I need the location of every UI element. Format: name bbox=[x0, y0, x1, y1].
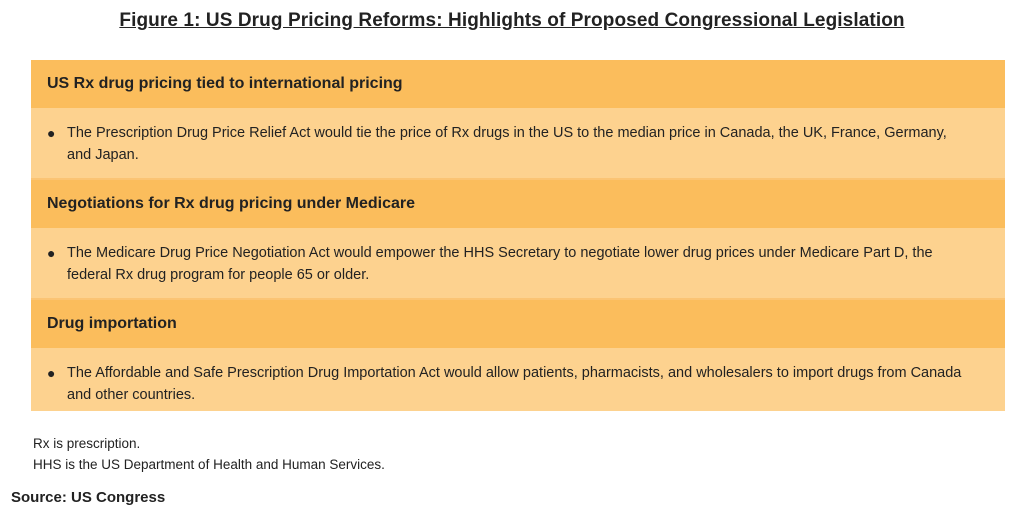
section-body-drug-importation: ● The Affordable and Safe Prescription D… bbox=[31, 348, 1005, 411]
source-note: Source: US Congress bbox=[11, 489, 166, 506]
bullet-text: The Prescription Drug Price Relief Act w… bbox=[67, 125, 947, 163]
bullet-icon: ● bbox=[47, 125, 56, 141]
footnote-hhs: HHS is the US Department of Health and H… bbox=[33, 457, 385, 472]
section-heading: US Rx drug pricing tied to international… bbox=[47, 75, 403, 92]
section-header-medicare-negotiation: Negotiations for Rx drug pricing under M… bbox=[31, 180, 1005, 228]
footnote-rx: Rx is prescription. bbox=[33, 436, 141, 451]
legislation-table: US Rx drug pricing tied to international… bbox=[31, 60, 1005, 411]
section-header-drug-importation: Drug importation bbox=[31, 300, 1005, 348]
section-body-international-pricing: ● The Prescription Drug Price Relief Act… bbox=[31, 108, 1005, 180]
list-item: ● The Affordable and Safe Prescription D… bbox=[47, 362, 989, 406]
bullet-text: The Affordable and Safe Prescription Dru… bbox=[67, 365, 962, 403]
bullet-icon: ● bbox=[47, 245, 56, 261]
list-item: ● The Prescription Drug Price Relief Act… bbox=[47, 122, 989, 166]
footnotes: Rx is prescription. HHS is the US Depart… bbox=[33, 433, 385, 475]
section-header-international-pricing: US Rx drug pricing tied to international… bbox=[31, 60, 1005, 108]
section-heading: Negotiations for Rx drug pricing under M… bbox=[47, 195, 416, 212]
bullet-text: The Medicare Drug Price Negotiation Act … bbox=[67, 245, 933, 283]
bullet-icon: ● bbox=[47, 365, 56, 381]
section-body-medicare-negotiation: ● The Medicare Drug Price Negotiation Ac… bbox=[31, 228, 1005, 300]
list-item: ● The Medicare Drug Price Negotiation Ac… bbox=[47, 242, 989, 286]
section-heading: Drug importation bbox=[47, 315, 177, 332]
figure-title: Figure 1: US Drug Pricing Reforms: Highl… bbox=[119, 10, 905, 31]
